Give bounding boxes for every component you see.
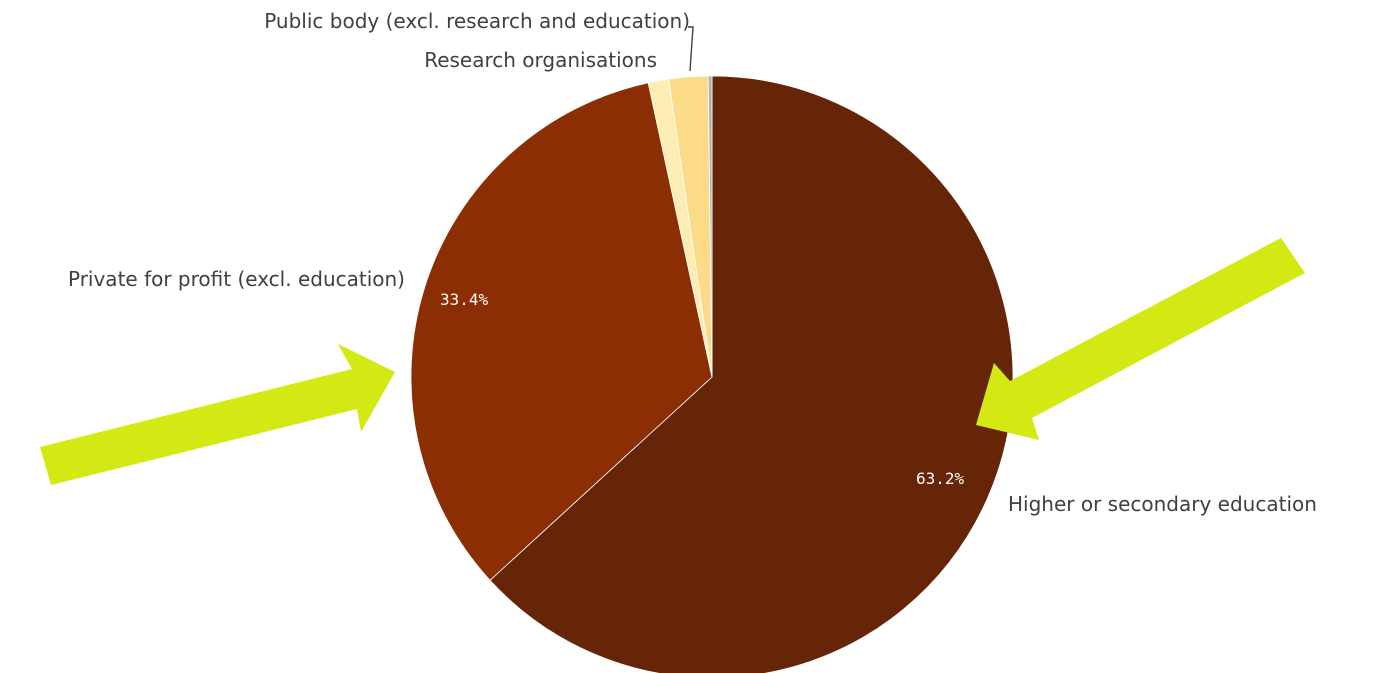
- category-label-higher: Higher or secondary education: [1008, 492, 1317, 516]
- value-labels: 33.4% 63.2%: [440, 290, 965, 488]
- pie-slices: [410, 75, 1014, 673]
- category-label-public-body: Public body (excl. research and educatio…: [264, 9, 690, 33]
- pie-slice-4: [707, 75, 713, 378]
- arrow-annotation-left: [40, 344, 395, 485]
- pie-slice-0: [489, 75, 1014, 673]
- arrow-annotation-right: [976, 238, 1305, 440]
- value-label-higher: 63.2%: [916, 469, 965, 488]
- category-labels: Public body (excl. research and educatio…: [68, 9, 1317, 516]
- pie-slice-1: [410, 82, 713, 581]
- category-label-research: Research organisations: [424, 48, 657, 72]
- category-label-private: Private for profit (excl. education): [68, 267, 405, 291]
- value-label-private: 33.4%: [440, 290, 489, 309]
- leader-line-public-body: [688, 26, 694, 72]
